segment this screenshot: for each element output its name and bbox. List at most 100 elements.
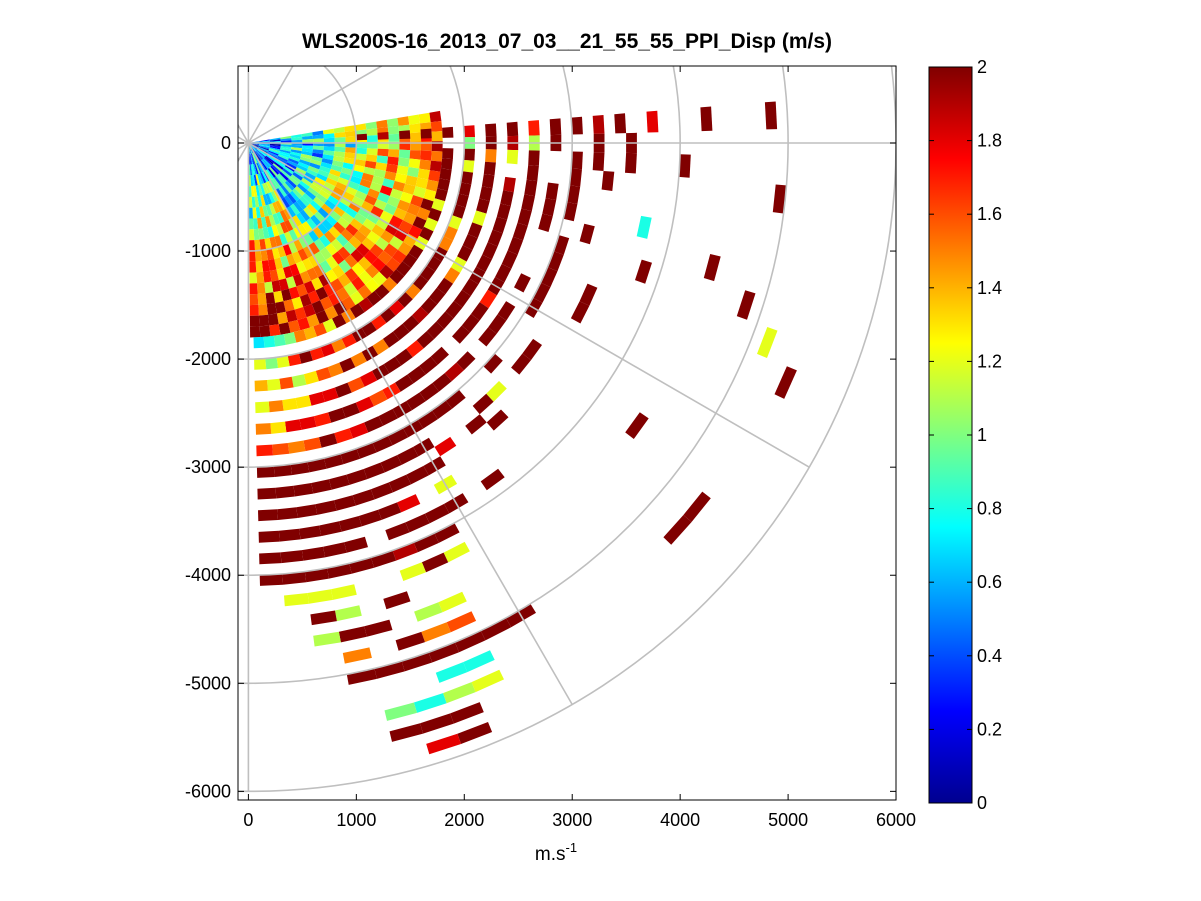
data-cell	[336, 201, 349, 212]
data-cell	[265, 155, 275, 164]
data-cell	[280, 255, 290, 268]
data-cell	[291, 139, 303, 143]
data-cell	[373, 168, 386, 179]
data-cell	[579, 283, 598, 306]
data-cell	[349, 218, 363, 231]
data-cell	[292, 215, 302, 227]
data-cell	[483, 353, 503, 374]
data-cell	[428, 170, 441, 182]
data-cell	[365, 264, 380, 279]
data-cell	[366, 290, 382, 306]
data-cell	[263, 270, 272, 283]
data-cell	[290, 151, 302, 157]
data-cell	[264, 237, 272, 250]
polar-grid	[238, 66, 896, 792]
data-cell	[251, 196, 256, 208]
data-cell	[275, 174, 285, 185]
data-cell	[372, 338, 389, 355]
data-cell	[434, 188, 448, 202]
data-cell	[348, 236, 362, 249]
data-cell	[266, 169, 275, 179]
data-cell	[266, 181, 274, 193]
data-cell	[272, 177, 281, 189]
data-cell	[293, 238, 304, 252]
data-cell	[401, 652, 433, 672]
data-cell	[299, 525, 322, 540]
data-cell	[377, 192, 390, 204]
y-tick-label: -3000	[185, 457, 231, 477]
y-tick-label: -5000	[185, 673, 231, 693]
data-cell	[278, 322, 291, 335]
data-cell	[363, 250, 378, 265]
data-cell	[480, 468, 505, 491]
data-cell	[282, 571, 307, 585]
data-cell	[256, 466, 275, 478]
data-cell	[312, 134, 324, 139]
colorbar-tick-label: 0.6	[977, 572, 1002, 592]
data-cell	[341, 167, 353, 176]
data-cell	[337, 246, 351, 260]
data-cell	[547, 251, 564, 272]
data-cell	[522, 338, 542, 361]
data-cell	[263, 335, 276, 348]
data-cell	[253, 228, 260, 241]
data-cell	[427, 207, 442, 222]
data-cell	[309, 183, 322, 194]
data-cell	[399, 130, 411, 139]
data-cell	[315, 310, 329, 324]
data-cell	[249, 240, 255, 252]
data-cell	[411, 306, 429, 324]
data-cell	[371, 550, 397, 568]
data-cell	[333, 155, 345, 163]
data-cell	[313, 196, 325, 208]
data-cell	[285, 419, 302, 433]
data-cell	[387, 427, 409, 446]
plot-frame	[237, 65, 897, 801]
data-cell	[253, 185, 258, 197]
data-cell	[313, 631, 341, 647]
data-cell	[279, 149, 291, 154]
data-cell	[313, 412, 332, 427]
data-cell	[309, 162, 321, 170]
data-cell	[266, 154, 276, 162]
data-cell	[394, 173, 408, 184]
data-cell	[283, 208, 293, 220]
data-cell	[342, 647, 372, 664]
data-cell	[321, 185, 333, 196]
data-cell	[289, 190, 300, 202]
data-cell	[345, 206, 358, 219]
data-cell	[339, 516, 362, 532]
data-cell	[344, 536, 368, 553]
data-cell	[367, 188, 380, 199]
data-cell	[316, 173, 328, 182]
data-cell	[330, 278, 344, 292]
data-cell	[300, 153, 312, 160]
data-cell	[303, 437, 322, 452]
data-cell	[463, 125, 475, 138]
data-cell	[566, 185, 581, 204]
data-cell	[282, 398, 298, 411]
data-cell	[614, 113, 627, 134]
data-cell	[249, 250, 256, 262]
data-cell	[526, 165, 539, 182]
data-cell	[297, 248, 309, 261]
data-cell	[251, 153, 256, 164]
data-cell	[538, 213, 553, 232]
data-cell	[503, 176, 516, 193]
data-cell	[249, 272, 257, 284]
data-cell	[311, 155, 323, 162]
data-cell	[483, 161, 496, 176]
data-cell	[361, 172, 374, 182]
data-cell	[271, 164, 281, 174]
data-cell	[471, 302, 489, 321]
data-cell	[420, 713, 454, 734]
data-cell	[291, 144, 303, 149]
data-cell	[472, 210, 487, 226]
data-cell	[461, 314, 480, 333]
data-cell	[325, 269, 338, 283]
data-cell	[303, 233, 314, 246]
data-cell	[259, 144, 270, 147]
data-cell	[457, 245, 473, 262]
data-cell	[346, 469, 368, 485]
data-cell	[279, 233, 288, 246]
